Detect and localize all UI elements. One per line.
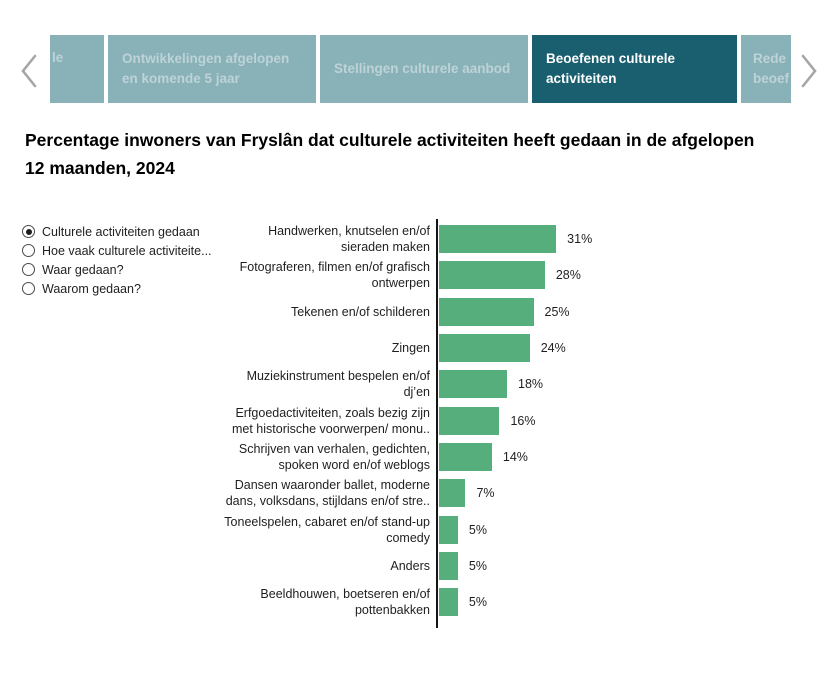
bar-row: Beeldhouwen, boetseren en/of pottenbakken… (222, 584, 822, 620)
bar-zingen[interactable] (439, 334, 530, 363)
tab-le[interactable]: le (50, 35, 104, 103)
tab-label: activiteiten (546, 71, 617, 86)
tab-label: en komende 5 jaar (122, 71, 240, 86)
bar-cell: 14% (439, 442, 528, 471)
bar-cell: 5% (439, 588, 487, 617)
chevron-left-icon (21, 54, 37, 88)
tab-bar: le Ontwikkelingen afgelopen en komende 5 j… (0, 0, 834, 103)
category-label: Beeldhouwen, boetseren en/of pottenbakken (260, 587, 430, 618)
radio-dot (25, 228, 32, 235)
category-label: Dansen waaronder ballet, moderne dans, vo… (225, 478, 430, 509)
category-label: Anders (390, 558, 430, 573)
tab-label: Ontwikkelingen afgelopen (122, 50, 290, 66)
bar-dansen-waaronder-ballet-moderne-dans-vol[interactable] (439, 479, 466, 508)
bar-row: Zingen 24% (222, 330, 822, 366)
value-label: 16% (510, 413, 536, 428)
page-title-line-1: Percentage inwoners van Fryslân dat cult… (25, 130, 755, 150)
category-label: Muziekinstrument bespelen en/of dj’en (246, 369, 430, 400)
bar-schrijven-van-verhalen-gedichten-spoken-[interactable] (439, 442, 492, 471)
tab-stellingen-culturele-aanbod[interactable]: Stellingen culturele aanbod (320, 35, 528, 103)
bar-cell: 18% (439, 370, 544, 399)
bar-cell: 24% (439, 334, 566, 363)
value-label: 24% (540, 341, 566, 356)
chart-axis-line (436, 219, 438, 628)
tabs-scroll-left-button[interactable] (16, 48, 42, 94)
bar-toneelspelen-cabaret-en-of-stand-up-come[interactable] (439, 515, 458, 544)
tab-rede-beoef[interactable]: Rede beoef (741, 35, 791, 103)
filter-option-waar-gedaan[interactable]: Waar gedaan? (22, 260, 212, 279)
chart-rows: Handwerken, knutselen en/of sieraden make… (222, 221, 822, 620)
filter-option-culturele-activiteiten-gedaan[interactable]: Culturele activiteiten gedaan (22, 222, 212, 241)
tabs-scroll-right-button[interactable] (796, 48, 822, 94)
chevron-right-icon (801, 54, 817, 88)
category-label: Handwerken, knutselen en/of sieraden make… (268, 224, 430, 255)
page-title-line-2: 12 maanden, 2024 (25, 158, 175, 178)
filter-option-label: Waar gedaan? (42, 262, 124, 277)
category-label: Zingen (391, 341, 430, 356)
bar-row: Anders 5% (222, 548, 822, 584)
filter-option-waarom-gedaan[interactable]: Waarom gedaan? (22, 279, 212, 298)
bar-row: Dansen waaronder ballet, moderne dans, vo… (222, 475, 822, 511)
filter-option-label: Culturele activiteiten gedaan (42, 224, 200, 239)
tab-ontwikkelingen-afgelopen-en-komende-5-jaar[interactable]: Ontwikkelingen afgelopen en komende 5 jaa… (108, 35, 316, 103)
filter-option-label: Waarom gedaan? (42, 281, 141, 296)
category-label: Schrijven van verhalen, gedichten, spoken… (238, 441, 430, 472)
bar-beeldhouwen-boetseren-en-of-pottenbakken[interactable] (439, 588, 458, 617)
bar-erfgoedactiviteiten-zoals-bezig-zijn-met[interactable] (439, 406, 500, 435)
bar-cell: 31% (439, 225, 593, 254)
category-label: Toneelspelen, cabaret en/of stand-up come… (224, 514, 430, 545)
bar-cell: 25% (439, 297, 570, 326)
filter-radio-group: Culturele activiteiten gedaan Hoe vaak cu… (22, 222, 212, 298)
bar-cell: 5% (439, 551, 487, 580)
bar-tekenen-en-of-schilderen[interactable] (439, 297, 534, 326)
value-label: 5% (468, 595, 487, 610)
bar-row: Tekenen en/of schilderen 25% (222, 294, 822, 330)
bar-row: Muziekinstrument bespelen en/of dj’en 18% (222, 366, 822, 402)
radio-unselected-icon[interactable] (22, 282, 35, 295)
category-label: Erfgoedactiviteiten, zoals bezig zijn met… (231, 405, 430, 436)
tab-label: Stellingen culturele aanbod (334, 60, 511, 76)
bar-cell: 16% (439, 406, 536, 435)
value-label: 5% (468, 558, 487, 573)
filter-option-hoe-vaak-culturele-activiteite[interactable]: Hoe vaak culturele activiteite... (22, 241, 212, 260)
bar-row: Handwerken, knutselen en/of sieraden make… (222, 221, 822, 257)
tab-label: beoef (753, 71, 790, 86)
bar-chart: Handwerken, knutselen en/of sieraden make… (222, 219, 822, 628)
page-title: Percentage inwoners van Fryslân dat cult… (25, 126, 825, 182)
bar-muziekinstrument-bespelen-en-of-dj-en[interactable] (439, 370, 508, 399)
value-label: 25% (544, 304, 570, 319)
value-label: 31% (567, 232, 593, 247)
bar-cell: 28% (439, 261, 581, 290)
value-label: 14% (502, 449, 528, 464)
tab-label: Rede (753, 50, 787, 66)
value-label: 5% (468, 522, 487, 537)
category-label: Tekenen en/of schilderen (291, 304, 430, 319)
bar-row: Toneelspelen, cabaret en/of stand-up come… (222, 511, 822, 547)
tab-beoefenen-culturele-activiteiten[interactable]: Beoefenen culturele activiteiten (532, 35, 737, 103)
bar-cell: 5% (439, 515, 487, 544)
bar-row: Erfgoedactiviteiten, zoals bezig zijn met… (222, 402, 822, 438)
value-label: 18% (518, 377, 544, 392)
radio-unselected-icon[interactable] (22, 263, 35, 276)
value-label: 28% (555, 268, 581, 283)
bar-fotograferen-filmen-en-of-grafisch-ontwe[interactable] (439, 261, 545, 290)
value-label: 7% (476, 486, 495, 501)
bar-row: Schrijven van verhalen, gedichten, spoken… (222, 439, 822, 475)
bar-handwerken-knutselen-en-of-sieraden-make[interactable] (439, 225, 557, 254)
tab-label: le (52, 50, 64, 65)
bar-cell: 7% (439, 479, 495, 508)
category-label: Fotograferen, filmen en/of grafisch ontwe… (239, 260, 430, 291)
radio-selected-icon[interactable] (22, 225, 35, 238)
filter-option-label: Hoe vaak culturele activiteite... (42, 243, 212, 258)
radio-unselected-icon[interactable] (22, 244, 35, 257)
tab-label: Beoefenen culturele (546, 50, 676, 66)
bar-row: Fotograferen, filmen en/of grafisch ontwe… (222, 257, 822, 293)
bar-anders[interactable] (439, 551, 458, 580)
